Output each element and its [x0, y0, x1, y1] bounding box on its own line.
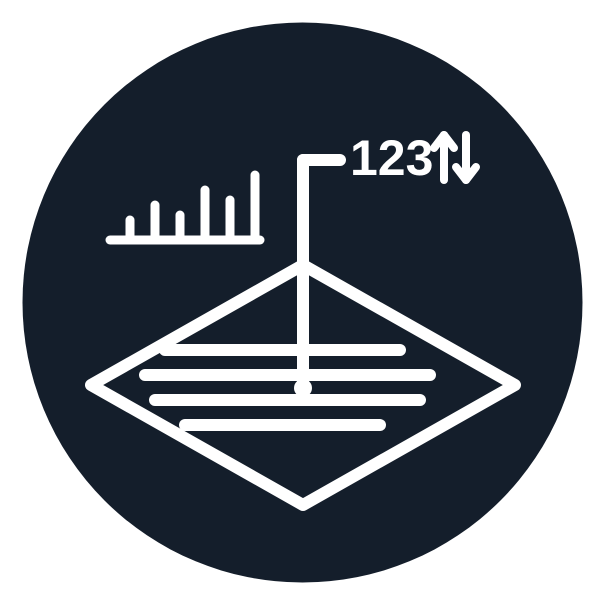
icon-badge: 123: [0, 0, 605, 605]
data-field-icon: 123: [0, 0, 605, 605]
numeric-label: 123: [350, 130, 433, 186]
anchor-dot: [294, 379, 312, 397]
